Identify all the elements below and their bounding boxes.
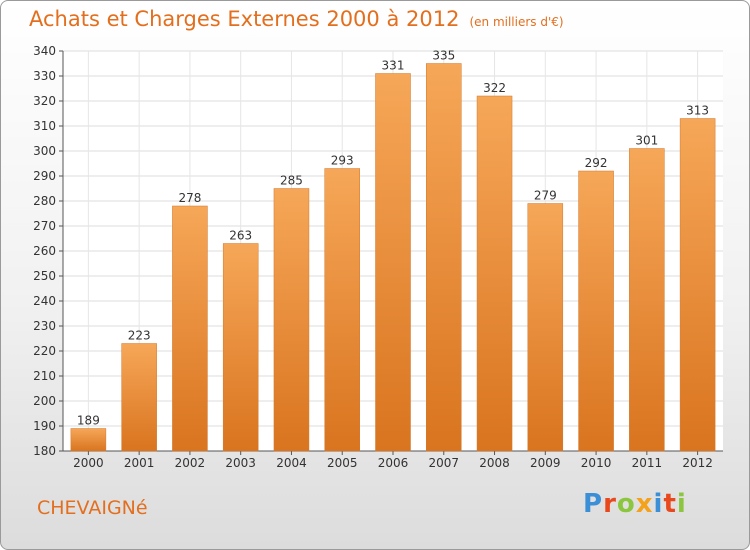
y-tick-label: 250	[33, 269, 56, 283]
value-label-2012: 313	[686, 104, 709, 118]
x-tick-label-2001: 2001	[124, 456, 155, 470]
bar-2012	[679, 118, 716, 452]
y-tick-label: 260	[33, 244, 56, 258]
bar-2004	[273, 188, 310, 452]
y-tick-label: 220	[33, 344, 56, 358]
value-label-2011: 301	[635, 134, 658, 148]
y-tick-label: 240	[33, 294, 56, 308]
x-tick-label-2002: 2002	[175, 456, 206, 470]
x-tick-label-2007: 2007	[428, 456, 459, 470]
chart-title: Achats et Charges Externes 2000 à 2012 (e…	[29, 7, 564, 31]
y-tick-label: 320	[33, 94, 56, 108]
bar-2002	[172, 205, 208, 452]
x-tick-label-2011: 2011	[632, 456, 663, 470]
bars	[70, 63, 716, 452]
chart-title-text: Achats et Charges Externes 2000 à 2012	[29, 7, 460, 31]
bar-2011	[629, 148, 665, 452]
x-tick-label-2012: 2012	[682, 456, 713, 470]
chart-unit: (en milliers d'€)	[469, 15, 564, 29]
y-tick-label: 330	[33, 69, 56, 83]
labels: 189 223 278 263 285 293 331 335 322 279 292 301 313	[77, 49, 709, 428]
bar-2007	[426, 63, 462, 452]
y-tick-label: 200	[33, 394, 56, 408]
value-label-2000: 189	[77, 414, 100, 428]
value-label-2002: 278	[178, 191, 201, 205]
value-label-2001: 223	[128, 329, 151, 343]
bar-2005	[324, 168, 360, 452]
y-tick-label: 290	[33, 169, 56, 183]
value-label-2004: 285	[280, 174, 303, 188]
y-tick-label: 210	[33, 369, 56, 383]
x-tick-label-2006: 2006	[378, 456, 409, 470]
town-name: CHEVAIGNé	[37, 497, 148, 519]
y-tick-label: 340	[33, 44, 56, 58]
x-tick-label-2000: 2000	[73, 456, 104, 470]
y-tick-label: 300	[33, 144, 56, 158]
x-tick-label-2010: 2010	[581, 456, 612, 470]
y-tick-label: 190	[33, 419, 56, 433]
x-tick-label-2005: 2005	[327, 456, 358, 470]
y-tick-label: 310	[33, 119, 56, 133]
bar-2009	[527, 203, 564, 452]
proxiti-logo: Proxiti	[583, 489, 687, 519]
y-tick-label: 230	[33, 319, 56, 333]
bar-2006	[375, 73, 411, 452]
bar-2010	[578, 170, 614, 452]
bar-2000	[70, 428, 107, 452]
bar-2008	[476, 95, 513, 452]
x-tick-label-2009: 2009	[530, 456, 561, 470]
y-tick-label: 180	[33, 444, 56, 458]
x-tick-label-2008: 2008	[479, 456, 510, 470]
bar-2003	[222, 243, 259, 452]
x-tick-label-2003: 2003	[225, 456, 256, 470]
value-label-2005: 293	[331, 154, 354, 168]
value-label-2007: 335	[432, 49, 455, 63]
value-label-2009: 279	[534, 189, 557, 203]
value-label-2008: 322	[483, 81, 506, 95]
x-tick-label-2004: 2004	[276, 456, 307, 470]
bar-2001	[121, 343, 157, 452]
value-label-2006: 331	[382, 59, 405, 73]
y-tick-label: 280	[33, 194, 56, 208]
value-label-2010: 292	[585, 156, 608, 170]
y-tick-label: 270	[33, 219, 56, 233]
value-label-2003: 263	[229, 229, 252, 243]
